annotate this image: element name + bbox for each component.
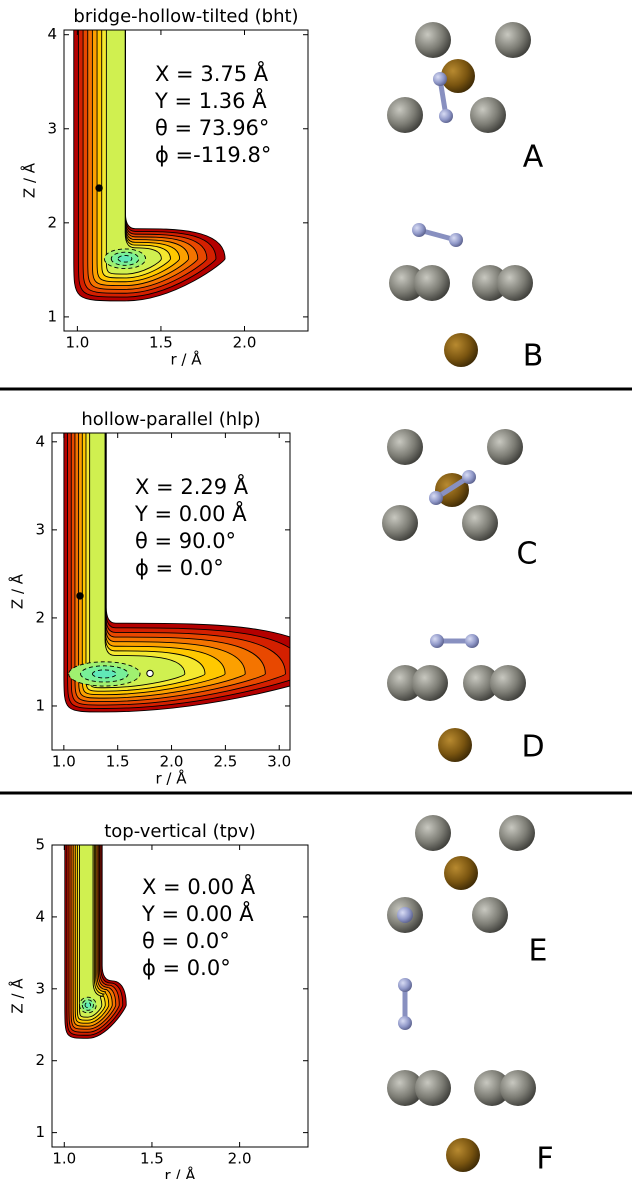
y-tick-label: 1 — [47, 307, 57, 325]
annotation: Y = 0.00 Å — [141, 900, 254, 926]
x-tick-label: 1.0 — [52, 1150, 76, 1168]
x-tick-label: 1.5 — [149, 334, 173, 352]
y-tick-label: 3 — [35, 520, 45, 538]
annotation: ϕ = 0.0° — [142, 956, 231, 980]
annotation: θ = 73.96° — [155, 116, 269, 140]
y-axis-label: Z / Å — [20, 162, 39, 198]
x-tick-label: 2.0 — [233, 334, 257, 352]
annotation: X = 2.29 Å — [135, 473, 249, 499]
contour-band — [117, 254, 133, 263]
plot-frame — [51, 432, 291, 751]
annotation: X = 0.00 Å — [142, 873, 256, 899]
annotation: Y = 1.36 Å — [154, 87, 267, 113]
panel-label: C — [517, 537, 538, 572]
y-tick-label: 4 — [35, 432, 45, 450]
annotation: ϕ = 0.0° — [135, 556, 224, 580]
y-tick-label: 5 — [35, 836, 45, 854]
annotation: Y = 0.00 Å — [134, 500, 247, 526]
y-tick-label: 1 — [35, 696, 45, 714]
x-tick-label: 2.0 — [160, 753, 184, 771]
x-tick-label: 2.5 — [213, 753, 237, 771]
y-tick-label: 3 — [47, 119, 57, 137]
panel-label: E — [529, 934, 548, 969]
point — [76, 592, 84, 600]
panel-label: B — [523, 339, 544, 374]
contours — [73, 30, 226, 302]
x-axis-label: r / Å — [155, 769, 187, 788]
y-tick-label: 4 — [35, 907, 45, 925]
x-axis-label: r / Å — [170, 350, 202, 369]
chart-title: top-vertical (tpv) — [104, 821, 256, 842]
plot: 1.0 1.5 2.0 2.5 3.0 1 2 3 4 hollow-parallel (hlp)… — [8, 409, 292, 788]
y-tick-label: 2 — [35, 608, 45, 626]
x-tick-label: 1.5 — [106, 753, 130, 771]
x-tick-label: 1.0 — [52, 753, 76, 771]
y-tick-label: 3 — [35, 979, 45, 997]
contours — [64, 845, 127, 1039]
y-axis-label: Z / Å — [8, 573, 27, 609]
chart-title: hollow-parallel (hlp) — [81, 409, 260, 430]
y-tick-label: 2 — [35, 1051, 45, 1069]
annotation: θ = 0.0° — [142, 929, 230, 953]
x-tick-label: 1.0 — [65, 334, 89, 352]
x-axis-label: r / Å — [164, 1166, 196, 1179]
y-tick-label: 2 — [47, 213, 57, 231]
y-axis-label: Z / Å — [8, 978, 27, 1014]
molecules — [382, 22, 536, 1172]
plot-frame — [51, 844, 309, 1148]
y-tick-label: 4 — [47, 25, 57, 43]
plot-frame — [63, 29, 309, 332]
contour-band — [105, 30, 162, 275]
panel-label: F — [536, 1142, 553, 1177]
chart-title: bridge-hollow-tilted (bht) — [73, 6, 298, 27]
x-tick-label: 1.5 — [140, 1150, 164, 1168]
x-tick-label: 2.0 — [228, 1150, 252, 1168]
x-tick-label: 3.0 — [267, 753, 291, 771]
plot: 1.0 1.5 2.0 1 2 3 4 5 top-vertical (tpv) r / Å Z /… — [8, 821, 309, 1179]
contour-band — [79, 845, 104, 1018]
annotation: X = 3.75 Å — [155, 60, 269, 86]
annotation: ϕ =-119.8° — [155, 143, 271, 167]
plot: 1.0 1.5 2.0 1 2 3 4 bridge-hollow-tilted (bht) r… — [20, 6, 309, 369]
contours — [63, 433, 290, 713]
y-tick-label: 1 — [35, 1123, 45, 1141]
panel-label: A — [523, 140, 544, 175]
panel-label: D — [521, 730, 544, 765]
point — [146, 669, 154, 678]
contour-band — [84, 1002, 92, 1009]
point — [95, 184, 103, 192]
contour-band — [92, 669, 117, 679]
annotation: θ = 90.0° — [135, 529, 236, 553]
